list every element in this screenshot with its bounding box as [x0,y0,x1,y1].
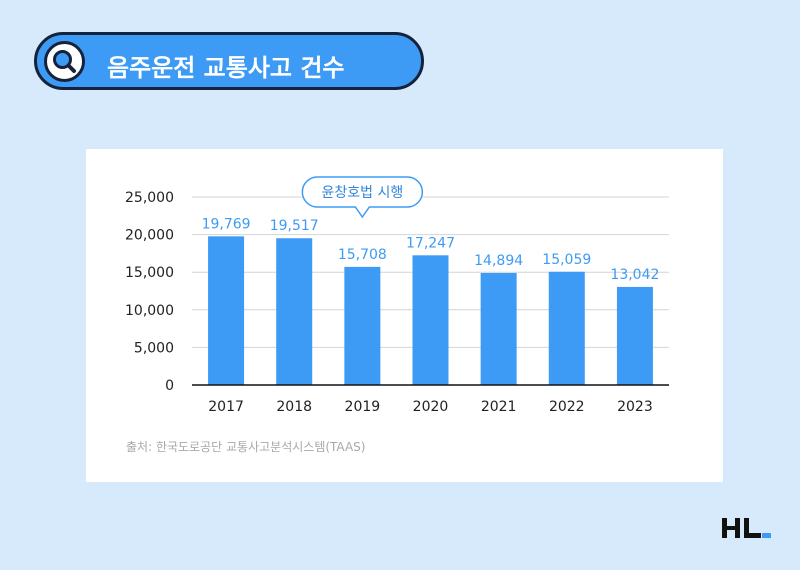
value-label: 19,517 [270,218,319,234]
x-tick-label: 2023 [617,399,653,415]
title-banner: 음주운전 교통사고 건수 [34,32,424,90]
x-tick-label: 2022 [549,399,585,415]
value-label: 15,059 [542,252,591,268]
y-tick-label: 25,000 [125,190,174,206]
value-label: 17,247 [406,235,455,251]
x-tick-label: 2018 [276,399,312,415]
search-icon [44,41,85,82]
x-tick-label: 2017 [208,399,244,415]
y-tick-label: 15,000 [125,265,174,281]
value-label: 13,042 [610,267,659,283]
chart-card: 0 5,000 10,000 15,000 20,000 25,000 19,769 2017… [86,149,723,482]
bar-2022 [548,271,585,385]
bar-2023 [616,286,653,385]
y-tick-label: 10,000 [125,303,174,319]
value-label: 19,769 [202,216,251,232]
x-tick-label: 2021 [481,399,517,415]
bar-2017 [208,236,245,385]
hl-logo [722,518,771,538]
y-tick-label: 20,000 [125,228,174,244]
y-tick-label: 5,000 [134,340,174,356]
x-tick-label: 2019 [345,399,381,415]
bar-2019 [344,266,381,385]
value-label: 15,708 [338,247,387,263]
annotation-callout: 윤창호법 시행 [301,176,424,219]
x-tick-label: 2020 [413,399,449,415]
bar-chart: 0 5,000 10,000 15,000 20,000 25,000 19,769 2017… [125,176,669,415]
source-note: 출처: 한국도로공단 교통사고분석시스템(TAAS) [126,440,366,454]
bar-2021 [480,272,517,385]
y-tick-label: 0 [165,378,174,394]
value-label: 14,894 [474,253,523,269]
bar-2018 [276,238,313,385]
annotation-text: 윤창호법 시행 [321,185,403,201]
page-title: 음주운전 교통사고 건수 [107,54,345,82]
bar-2020 [412,255,449,385]
